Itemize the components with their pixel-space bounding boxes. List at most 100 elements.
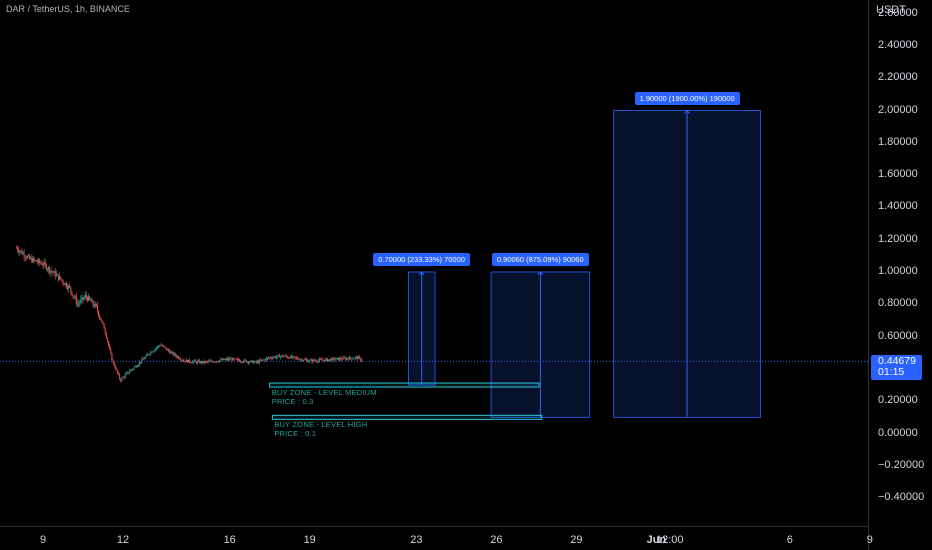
candle-body xyxy=(254,361,256,362)
candle-body xyxy=(229,358,231,360)
candle-body xyxy=(183,360,185,362)
measure-label-1[interactable]: 0.70000 (233.33%) 70000 xyxy=(373,253,470,266)
candle-body xyxy=(140,361,142,363)
candle-body xyxy=(288,357,290,359)
candle-body xyxy=(192,361,194,363)
x-tick-label: 12 xyxy=(116,534,130,546)
candle-body xyxy=(53,271,55,273)
x-tick-label: 19 xyxy=(303,534,316,546)
candle-body xyxy=(251,360,253,362)
candle-body xyxy=(325,358,327,360)
candle-body xyxy=(89,296,91,300)
candle-body xyxy=(193,360,195,362)
candle-body xyxy=(46,269,48,271)
candle-body xyxy=(244,359,246,361)
candle-body xyxy=(61,279,63,281)
candle-body xyxy=(301,359,303,361)
candle-body xyxy=(303,359,305,361)
candle-body xyxy=(190,362,192,363)
x-tick-label: 9 xyxy=(39,534,47,546)
candle-body xyxy=(144,356,146,359)
candle-body xyxy=(19,251,21,253)
y-tick-label: 1.80000 xyxy=(878,135,918,148)
candle-body xyxy=(15,247,17,249)
candle-body xyxy=(90,299,92,302)
candle-body xyxy=(28,255,30,257)
y-tick-label: 2.20000 xyxy=(878,71,918,84)
candle-body xyxy=(29,255,31,259)
candle-body xyxy=(168,349,170,351)
candle-body xyxy=(276,355,278,357)
candle-body xyxy=(60,276,62,280)
candle-body xyxy=(359,356,361,358)
candle-body xyxy=(232,358,234,361)
candle-body xyxy=(51,270,53,272)
candle-body xyxy=(170,351,172,354)
candle-body xyxy=(358,356,360,359)
candle-body xyxy=(304,359,306,361)
candle-body xyxy=(133,367,135,369)
candle-body xyxy=(295,357,297,359)
candle-body xyxy=(118,372,120,375)
candle-body xyxy=(354,357,356,359)
candle-body xyxy=(109,345,111,349)
candle-body xyxy=(345,358,347,360)
candle-body xyxy=(63,283,65,285)
measure-label-2[interactable]: 0.90060 (875.09%) 90060 xyxy=(491,253,589,266)
candle-body xyxy=(246,361,248,363)
measure-label-3[interactable]: 1.90000 (1900.00%) 190000 xyxy=(634,91,740,105)
candle-body xyxy=(114,365,116,369)
candle-body xyxy=(102,321,104,324)
candle-body xyxy=(284,355,286,357)
candle-body xyxy=(173,353,175,355)
candle-body xyxy=(26,256,28,259)
candle-body xyxy=(220,359,222,361)
candle-body xyxy=(135,366,137,368)
candle-body xyxy=(323,360,325,362)
candle-body xyxy=(290,356,292,359)
buy-zone-price: PRICE : 0.3 xyxy=(271,397,314,407)
candle-body xyxy=(169,350,171,354)
candle-body xyxy=(320,358,322,360)
candle-body xyxy=(221,359,223,361)
x-tick-label: 26 xyxy=(490,534,503,546)
candle-body xyxy=(106,337,108,342)
candle-body xyxy=(235,358,237,360)
candle-body xyxy=(99,315,101,318)
candle-body xyxy=(293,356,295,358)
candle-body xyxy=(130,369,132,372)
candle-body xyxy=(143,358,145,360)
candle-body xyxy=(145,354,147,357)
candle-body xyxy=(82,297,84,300)
candle-body xyxy=(191,362,193,364)
candle-body xyxy=(146,354,148,356)
candle-body xyxy=(104,328,106,334)
candle-body xyxy=(172,351,174,355)
candle-body xyxy=(356,356,358,359)
candle-body xyxy=(258,361,260,363)
candle-body xyxy=(224,359,226,361)
candle-body xyxy=(100,317,102,321)
candle-body xyxy=(176,356,178,358)
candle-body xyxy=(36,261,38,263)
candle-body xyxy=(149,354,151,355)
candle-body xyxy=(161,345,163,346)
candle-body xyxy=(50,270,52,273)
x-tick-label: 6 xyxy=(786,534,793,546)
candle-body xyxy=(24,256,26,258)
candle-body xyxy=(319,358,321,361)
candle-body xyxy=(281,355,283,357)
candle-body xyxy=(261,359,263,361)
candle-body xyxy=(92,300,94,305)
last-price-badge: 0.44679 01:15 xyxy=(871,355,922,380)
candle-body xyxy=(328,359,330,361)
candle-body xyxy=(309,360,311,362)
candle-body xyxy=(174,353,176,356)
last-price-value: 0.44679 xyxy=(878,355,916,367)
candle-body xyxy=(96,305,98,311)
candle-body xyxy=(352,358,354,360)
candle-body xyxy=(344,357,346,360)
candle-body xyxy=(111,353,113,361)
